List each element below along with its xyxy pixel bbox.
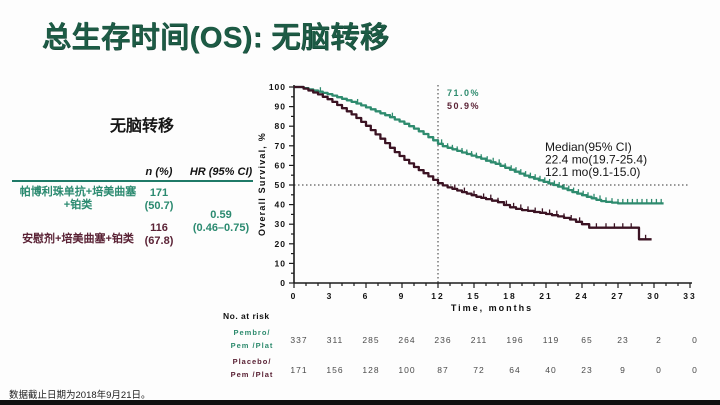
column-header-hr: HR (95% CI) bbox=[189, 166, 253, 178]
x-tick-label: 18 bbox=[503, 291, 516, 301]
y-tick-label: 30 bbox=[275, 219, 286, 229]
at-risk-count: 64 bbox=[509, 365, 520, 375]
y-tick-label: 20 bbox=[275, 239, 286, 249]
at-risk-count: 23 bbox=[617, 335, 628, 345]
at-risk-count: 311 bbox=[327, 335, 344, 345]
median-text: 22.4 mo(19.7-25.4) bbox=[545, 153, 647, 167]
table-cell-hr: 0.59 (0.46–0.75) bbox=[192, 209, 250, 234]
x-tick-label: 24 bbox=[575, 291, 588, 301]
at-risk-count: 171 bbox=[290, 365, 307, 375]
table-row-label-placebo: 安慰剂+培美曲塞+铂类 bbox=[22, 233, 134, 245]
median-text: Median(95% CI) bbox=[545, 140, 632, 154]
at-risk-count: 0 bbox=[656, 365, 662, 375]
at-risk-count: 285 bbox=[362, 335, 379, 345]
at-risk-count: 119 bbox=[543, 335, 560, 345]
column-header-n: n (%) bbox=[145, 166, 173, 178]
x-tick-label: 21 bbox=[539, 291, 552, 301]
x-tick-label: 27 bbox=[611, 291, 624, 301]
rate-annotation: 71.0% bbox=[447, 88, 480, 98]
x-tick-label: 6 bbox=[363, 291, 370, 301]
rate-annotation: 50.9% bbox=[447, 101, 480, 111]
at-risk-count: 40 bbox=[545, 365, 556, 375]
at-risk-row-label: Pem /Plat bbox=[231, 370, 274, 379]
table-row-label-pembro: 帕博利珠单抗+培美曲塞 +铂类 bbox=[19, 186, 137, 211]
x-tick-label: 30 bbox=[647, 291, 660, 301]
at-risk-header: No. at risk bbox=[223, 311, 270, 321]
at-risk-count: 264 bbox=[398, 335, 415, 345]
subgroup-table-title: 无脑转移 bbox=[109, 118, 174, 135]
at-risk-row-label: Pem /Plat bbox=[231, 341, 274, 350]
bottom-bar bbox=[0, 400, 720, 405]
median-text: 12.1 mo(9.1-15.0) bbox=[545, 165, 640, 179]
at-risk-count: 128 bbox=[362, 365, 379, 375]
at-risk-count: 236 bbox=[434, 335, 451, 345]
y-axis-title: Overall Survival, % bbox=[257, 132, 267, 236]
km-curve-placebo bbox=[294, 85, 652, 241]
x-tick-label: 0 bbox=[291, 291, 298, 301]
y-tick-label: 50 bbox=[275, 180, 286, 190]
at-risk-count: 23 bbox=[581, 365, 592, 375]
at-risk-count: 87 bbox=[437, 365, 448, 375]
y-tick-label: 10 bbox=[275, 258, 286, 268]
slide-title: 总生存时间(OS): 无脑转移 bbox=[42, 22, 390, 54]
x-tick-label: 33 bbox=[683, 291, 696, 301]
at-risk-count: 0 bbox=[692, 365, 698, 375]
table-divider bbox=[12, 180, 253, 182]
at-risk-row-label: Pembro/ bbox=[233, 328, 270, 337]
y-tick-label: 70 bbox=[275, 141, 286, 151]
y-tick-label: 0 bbox=[280, 278, 286, 288]
at-risk-count: 196 bbox=[506, 335, 523, 345]
x-tick-label: 3 bbox=[327, 291, 334, 301]
at-risk-count: 2 bbox=[656, 335, 662, 345]
table-cell-n-placebo: 116 (67.8) bbox=[144, 222, 174, 247]
at-risk-count: 337 bbox=[290, 335, 307, 345]
at-risk-count: 100 bbox=[398, 365, 415, 375]
at-risk-count: 72 bbox=[473, 365, 484, 375]
x-tick-label: 9 bbox=[399, 291, 406, 301]
y-tick-label: 60 bbox=[275, 160, 286, 170]
table-cell-n-pembro: 171 (50.7) bbox=[144, 187, 174, 212]
x-axis-title: Time, months bbox=[451, 303, 533, 313]
at-risk-row-label: Placebo/ bbox=[233, 357, 272, 366]
at-risk-count: 156 bbox=[326, 365, 343, 375]
data-cutoff-footnote: 数据截止日期为2018年9月21日。 bbox=[9, 390, 151, 401]
y-tick-label: 80 bbox=[275, 121, 286, 131]
at-risk-count: 211 bbox=[471, 335, 488, 345]
at-risk-count: 9 bbox=[620, 365, 626, 375]
at-risk-count: 65 bbox=[581, 335, 592, 345]
y-tick-label: 90 bbox=[275, 102, 286, 112]
x-tick-label: 15 bbox=[467, 291, 480, 301]
x-tick-label: 12 bbox=[431, 291, 444, 301]
y-tick-label: 40 bbox=[275, 200, 286, 210]
y-tick-label: 100 bbox=[269, 82, 286, 92]
km-curve-pembro bbox=[294, 85, 664, 205]
at-risk-count: 0 bbox=[692, 335, 698, 345]
